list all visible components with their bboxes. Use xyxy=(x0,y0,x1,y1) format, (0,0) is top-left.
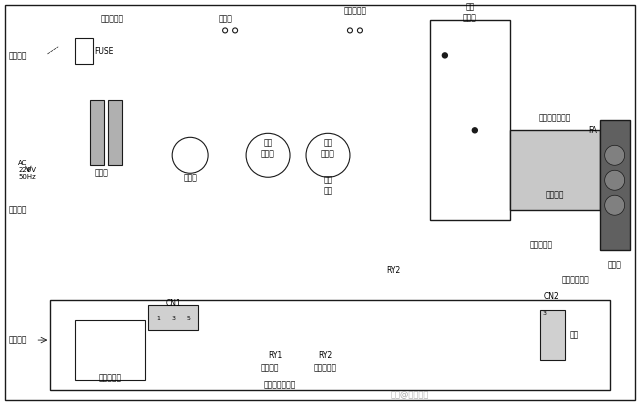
Text: FUSE: FUSE xyxy=(94,47,114,56)
Text: 控制装置: 控制装置 xyxy=(8,336,27,345)
Circle shape xyxy=(605,170,625,190)
Bar xyxy=(90,100,104,165)
Circle shape xyxy=(348,28,353,33)
Text: 照明灯: 照明灯 xyxy=(183,174,197,183)
Circle shape xyxy=(605,195,625,215)
Text: 计算机控制电路: 计算机控制电路 xyxy=(264,381,296,390)
Text: 低压变压器: 低压变压器 xyxy=(99,373,122,383)
Text: AC
220V
50Hz: AC 220V 50Hz xyxy=(19,160,36,180)
Circle shape xyxy=(172,137,208,173)
Bar xyxy=(108,100,122,165)
Text: 主继电器: 主继电器 xyxy=(261,364,279,373)
Text: 石英管: 石英管 xyxy=(94,169,108,178)
Bar xyxy=(510,130,600,210)
Text: 3: 3 xyxy=(543,311,547,315)
Circle shape xyxy=(442,53,447,58)
Text: RY1: RY1 xyxy=(268,351,282,360)
Text: 5: 5 xyxy=(186,315,190,321)
Text: 保护装置: 保护装置 xyxy=(8,51,27,60)
Text: 转盘
装置: 转盘 装置 xyxy=(323,175,333,195)
Circle shape xyxy=(246,133,290,177)
Bar xyxy=(51,300,610,390)
Text: 电源继电器: 电源继电器 xyxy=(314,364,337,373)
Text: CN1: CN1 xyxy=(165,298,181,308)
Text: FA: FA xyxy=(588,126,596,135)
Text: 温度保护器: 温度保护器 xyxy=(100,14,124,23)
Text: 转盘
电动机: 转盘 电动机 xyxy=(321,139,335,158)
Circle shape xyxy=(306,133,350,177)
Text: 监控器开关: 监控器开关 xyxy=(344,6,367,15)
Bar xyxy=(76,38,93,64)
Text: RY2: RY2 xyxy=(318,351,332,360)
Text: 风扇
电动机: 风扇 电动机 xyxy=(261,139,275,158)
Circle shape xyxy=(232,28,237,33)
Bar xyxy=(430,20,510,220)
Text: 1: 1 xyxy=(156,315,160,321)
Text: 门吧: 门吧 xyxy=(570,330,579,339)
Bar xyxy=(540,310,564,360)
Bar xyxy=(148,305,198,330)
Circle shape xyxy=(223,28,228,33)
Text: 烧烤装置: 烧烤装置 xyxy=(8,206,27,215)
Bar xyxy=(600,120,630,250)
Text: 高压电容: 高压电容 xyxy=(545,191,564,200)
Text: 3: 3 xyxy=(171,315,175,321)
Circle shape xyxy=(605,145,625,165)
Circle shape xyxy=(358,28,362,33)
Text: CN2: CN2 xyxy=(544,292,559,301)
Text: 主开关: 主开关 xyxy=(218,14,232,23)
Text: 磁控管: 磁控管 xyxy=(608,261,621,270)
Bar xyxy=(76,320,145,380)
Circle shape xyxy=(472,128,477,133)
Text: 微波发射装置: 微波发射装置 xyxy=(562,276,589,285)
Text: 高压二极管: 高压二极管 xyxy=(530,241,553,249)
Text: RY2: RY2 xyxy=(386,266,400,275)
Text: 高压
变压器: 高压 变压器 xyxy=(463,3,477,22)
Text: 高压电路保护器: 高压电路保护器 xyxy=(538,114,571,123)
Text: 头条@维修人家: 头条@维修人家 xyxy=(390,390,429,399)
